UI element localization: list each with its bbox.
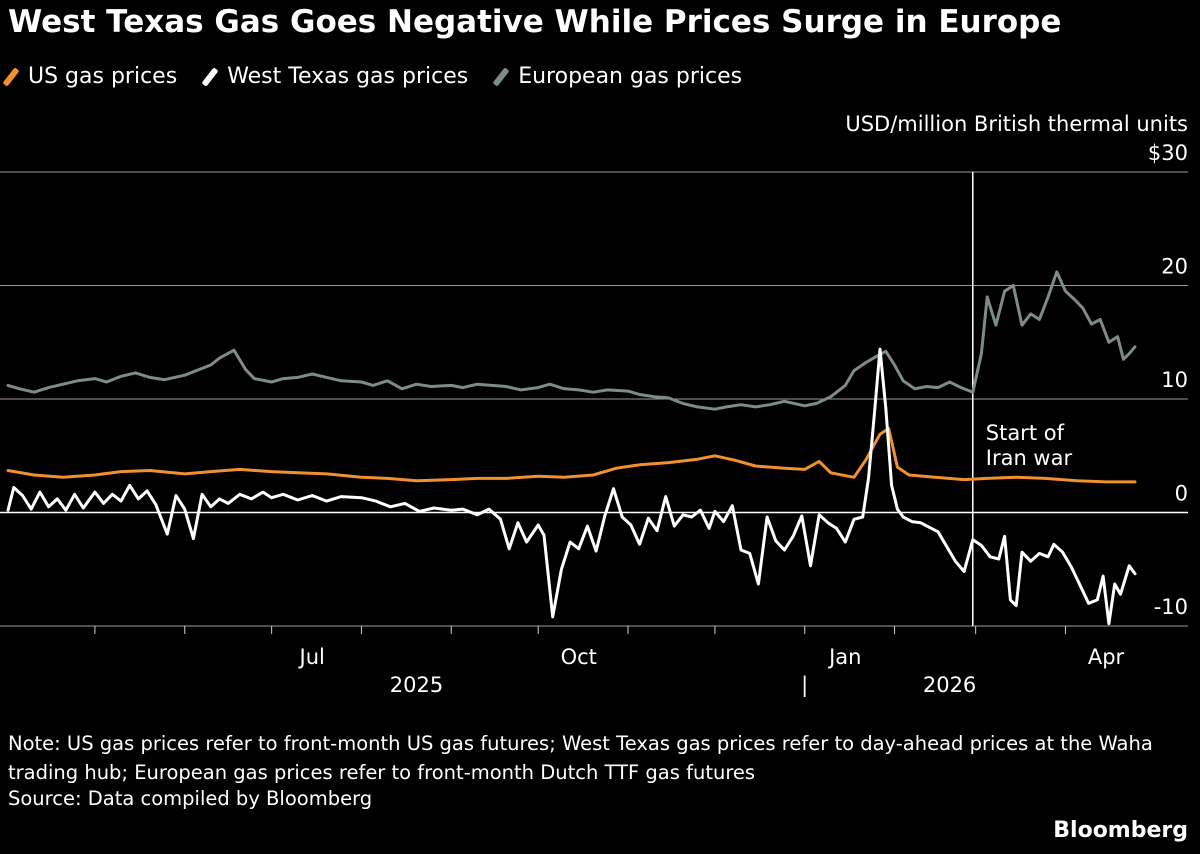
- series-line-european-gas-prices: [6, 270, 1137, 411]
- y-tick-label: 0: [1175, 482, 1188, 506]
- line-chart: $30 20 10 0 -10 Jul Oct Jan Apr 2025 2026 | Start of…: [0, 141, 1188, 698]
- event-annotation: Start of: [986, 421, 1065, 445]
- series-line-us-gas-prices: [6, 427, 1137, 484]
- y-tick-label: -10: [1154, 595, 1188, 619]
- event-annotation: Iran war: [986, 446, 1073, 470]
- series-layer: [6, 270, 1137, 626]
- bloomberg-logo: Bloomberg: [1053, 818, 1188, 843]
- chart-source: Source: Data compiled by Bloomberg: [8, 787, 373, 810]
- y-tick-label: $30: [1148, 141, 1188, 165]
- chart-title: West Texas Gas Goes Negative While Price…: [8, 4, 1062, 40]
- grid-layer: [0, 171, 1188, 634]
- legend: US gas prices West Texas gas prices Euro…: [2, 64, 772, 89]
- x-tick-label: Apr: [1088, 645, 1125, 669]
- legend-label-west-texas: West Texas gas prices: [227, 64, 469, 89]
- year-label: 2025: [390, 673, 443, 697]
- year-label: 2026: [923, 673, 976, 697]
- legend-label-us: US gas prices: [28, 64, 178, 89]
- legend-item-european: European gas prices: [492, 64, 743, 89]
- year-divider: |: [801, 673, 808, 698]
- x-tick-label: Oct: [561, 645, 597, 669]
- y-tick-label: 10: [1161, 368, 1188, 392]
- y-axis-unit-label: USD/million British thermal units: [845, 112, 1188, 136]
- label-layer: $30 20 10 0 -10 Jul Oct Jan Apr 2025 2026 | Start of…: [298, 141, 1188, 698]
- legend-item-us: US gas prices: [2, 64, 178, 89]
- y-tick-label: 20: [1161, 255, 1188, 279]
- x-tick-label: Jul: [298, 645, 325, 669]
- legend-label-european: European gas prices: [518, 64, 743, 89]
- x-tick-label: Jan: [827, 645, 861, 669]
- chart-note: Note: US gas prices refer to front-month…: [8, 732, 1153, 784]
- legend-item-west-texas: West Texas gas prices: [201, 64, 469, 89]
- series-line-west-texas-gas-prices: [6, 347, 1137, 626]
